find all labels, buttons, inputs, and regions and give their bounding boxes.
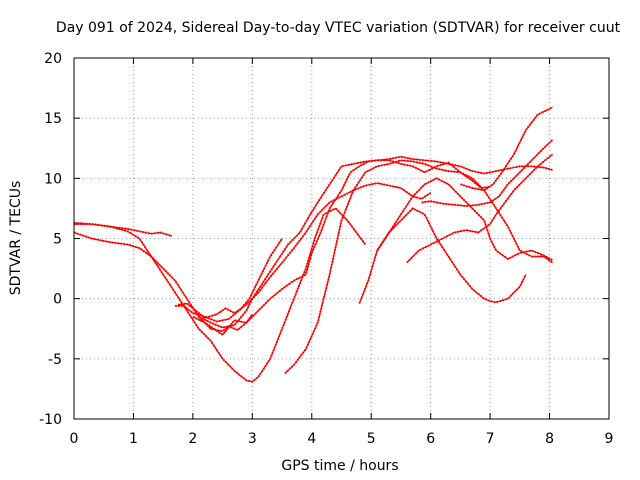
x-tick-label: 3 xyxy=(248,431,257,447)
x-tick-label: 0 xyxy=(70,431,79,447)
series-s6 xyxy=(192,159,491,337)
series-s8-core xyxy=(284,159,553,374)
x-tick-label: 4 xyxy=(307,431,316,447)
series-s10-core xyxy=(376,207,527,303)
y-tick-label: 0 xyxy=(53,292,62,308)
series-s6-core xyxy=(192,159,491,336)
x-tick-label: 5 xyxy=(367,431,376,447)
series-s11-core xyxy=(406,153,553,264)
grid-lines xyxy=(74,58,609,419)
x-tick-label: 1 xyxy=(129,431,138,447)
series-s13-core xyxy=(460,106,553,192)
series-s9-core xyxy=(358,177,553,304)
y-tick-label: -5 xyxy=(48,352,62,368)
y-tick-label: -10 xyxy=(39,412,62,428)
series-s2-core xyxy=(73,231,253,332)
axis-ticks: 0 1 2 3 4 5 6 7 8 9 -10 -5 0 5 10 15 20 xyxy=(39,51,613,447)
series-s5-core xyxy=(177,182,432,319)
series-s2 xyxy=(73,231,254,333)
x-axis-label: GPS time / hours xyxy=(281,458,398,474)
x-tick-label: 6 xyxy=(426,431,435,447)
chart-title: Day 091 of 2024, Sidereal Day-to-day VTE… xyxy=(56,20,621,36)
y-axis-label: SDTVAR / TECUs xyxy=(8,181,24,296)
series-s3 xyxy=(73,207,367,383)
y-tick-label: 15 xyxy=(44,111,62,127)
x-tick-label: 9 xyxy=(605,431,614,447)
y-tick-label: 20 xyxy=(44,51,62,67)
series-s4-core xyxy=(175,238,283,323)
series-s7-core xyxy=(198,156,553,329)
x-tick-label: 2 xyxy=(188,431,197,447)
series-s12-core xyxy=(421,139,553,207)
series-s3-core xyxy=(73,207,366,383)
y-tick-label: 10 xyxy=(44,171,62,187)
series-layer xyxy=(73,106,554,383)
series-s9 xyxy=(358,177,553,304)
x-tick-label: 7 xyxy=(486,431,495,447)
series-s5 xyxy=(177,182,432,320)
y-tick-label: 5 xyxy=(53,232,62,248)
x-tick-label: 8 xyxy=(545,431,554,447)
